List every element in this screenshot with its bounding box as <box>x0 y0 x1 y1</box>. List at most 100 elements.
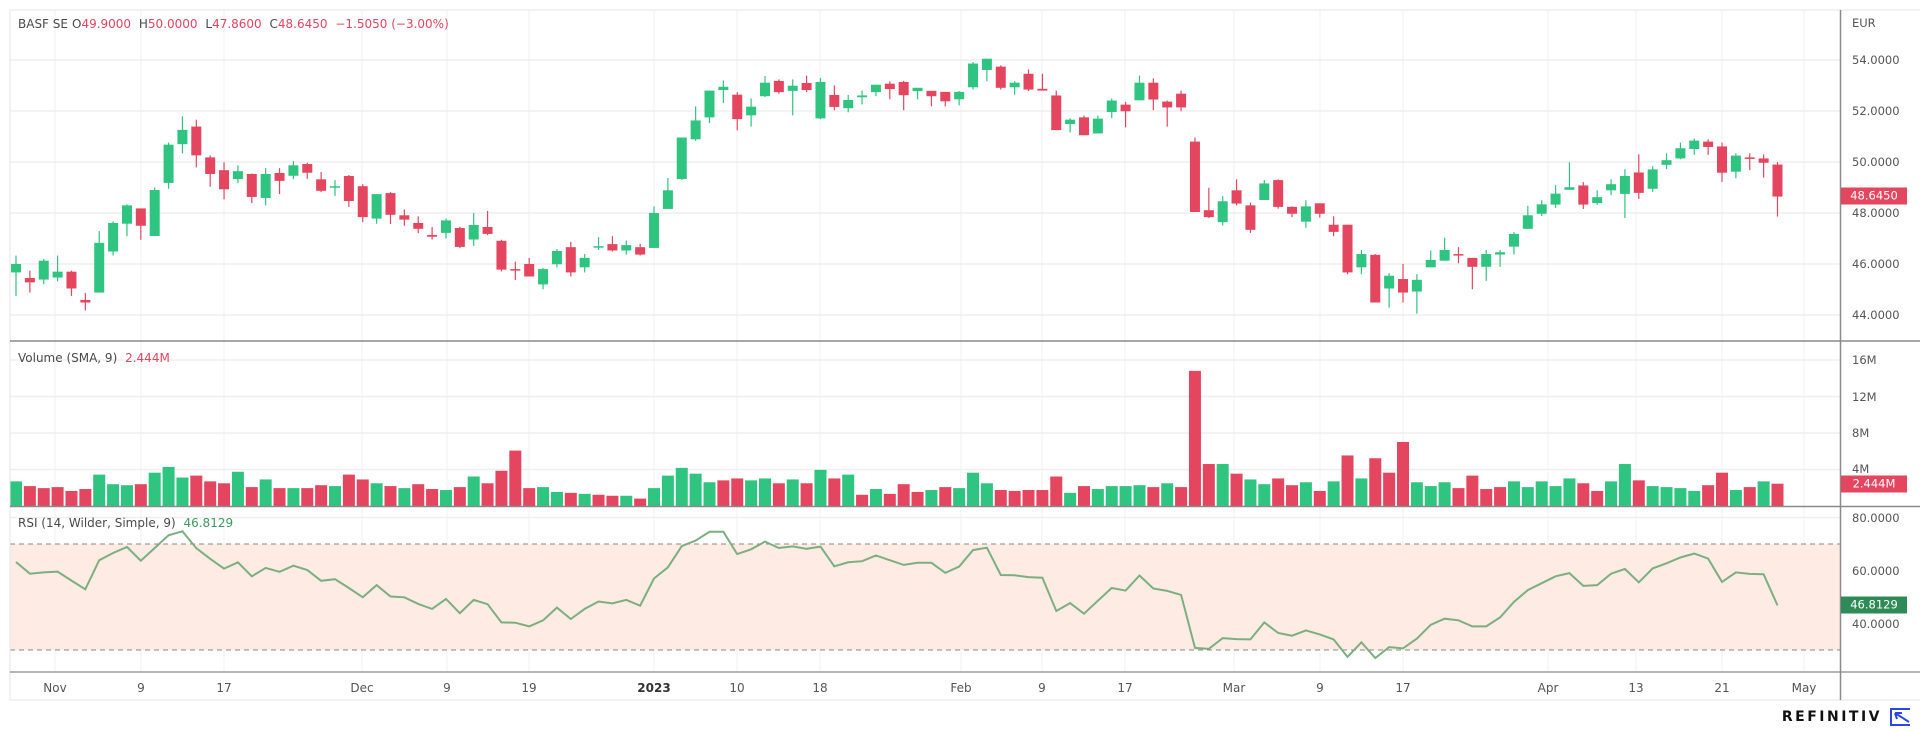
candle-body <box>551 250 562 265</box>
time-tick: Nov <box>43 681 67 695</box>
candle-body <box>1162 101 1173 108</box>
candle-body <box>316 179 327 191</box>
volume-label: Volume (SMA, 9) <box>18 351 118 365</box>
volume-bar <box>911 491 924 506</box>
volume-bar <box>287 488 300 506</box>
candle-body <box>1495 252 1506 255</box>
low-label: L <box>205 17 213 31</box>
volume-bar <box>342 474 355 506</box>
candle-body <box>1758 158 1769 163</box>
price-tick: 52.0000 <box>1852 104 1900 118</box>
candle-body <box>1606 184 1617 191</box>
candle-body <box>676 137 687 180</box>
time-tick: 2023 <box>637 681 671 695</box>
volume-bar <box>1036 490 1049 506</box>
volume-bar <box>1133 485 1146 506</box>
candle-body <box>149 190 160 236</box>
volume-bar <box>578 493 591 506</box>
volume-bar <box>439 490 452 506</box>
refinitiv-mark-icon <box>1890 708 1910 726</box>
time-tick: 9 <box>443 681 451 695</box>
candle-body <box>1231 190 1242 204</box>
candle-body <box>759 82 770 97</box>
open-label: O <box>71 17 82 31</box>
volume-bar <box>564 492 577 506</box>
candle-body <box>232 171 243 180</box>
candle-body <box>468 224 479 240</box>
volume-bar <box>356 479 369 506</box>
volume-bar <box>1605 481 1618 506</box>
volume-bar <box>1341 455 1354 506</box>
candle-body <box>1717 146 1728 173</box>
candle-body <box>746 106 757 116</box>
volume-bar <box>1050 476 1063 506</box>
rsi-value: 46.8129 <box>183 516 234 530</box>
volume-bar <box>134 484 147 506</box>
volume-bar <box>495 470 508 506</box>
volume-bar <box>661 475 674 506</box>
volume-tick: 4M <box>1852 462 1870 476</box>
price-tick: 46.0000 <box>1852 257 1900 271</box>
candle-body <box>1703 141 1714 147</box>
volume-bar <box>1591 490 1604 506</box>
volume-bar <box>1355 478 1368 506</box>
volume-bar <box>1674 488 1687 506</box>
candle-body <box>108 222 119 252</box>
volume-bar <box>828 478 841 506</box>
candle-body <box>357 186 368 218</box>
candle-body <box>649 213 660 248</box>
volume-bar <box>1716 472 1729 506</box>
rsi-label: RSI (14, Wilder, Simple, 9) <box>18 516 176 530</box>
volume-bar <box>1535 481 1548 506</box>
volume-bar <box>453 487 466 506</box>
candle-body <box>1342 224 1353 273</box>
volume-legend: Volume (SMA, 9) 2.444M <box>18 351 174 365</box>
volume-bar <box>1702 485 1715 506</box>
volume-bar <box>648 488 661 506</box>
volume-bar <box>772 483 785 506</box>
volume-tick: 8M <box>1852 426 1870 440</box>
volume-bar <box>398 488 411 506</box>
candle-body <box>1189 141 1200 212</box>
candle-body <box>1134 82 1145 101</box>
rsi-badge: 46.8129 <box>1841 596 1907 614</box>
time-tick: 17 <box>1117 681 1133 695</box>
change-value: −1.5050 (−3.00%) <box>335 17 449 31</box>
volume-bar <box>1091 489 1104 506</box>
volume-bar <box>315 485 328 506</box>
volume-tick: 12M <box>1852 390 1877 404</box>
volume-bar <box>1771 483 1784 506</box>
volume-bar <box>1077 486 1090 506</box>
candle-body <box>1370 254 1381 303</box>
refinitiv-logo: REFINITIV <box>1782 708 1910 726</box>
volume-bar <box>1397 441 1409 506</box>
volume-bar <box>1327 481 1340 506</box>
candle-body <box>607 244 618 251</box>
candle-body <box>815 81 826 119</box>
candle-body <box>1647 169 1658 189</box>
candle-body <box>1730 155 1741 172</box>
candle-body <box>440 220 451 233</box>
time-tick: 13 <box>1628 681 1644 695</box>
candle-body <box>1411 279 1422 292</box>
rsi-tick: 80.0000 <box>1852 511 1900 525</box>
candle-body <box>565 247 576 273</box>
candle-body <box>177 129 188 145</box>
volume-bar <box>606 495 619 506</box>
price-tick: 48.0000 <box>1852 206 1900 220</box>
candle-body <box>538 269 549 285</box>
volume-bar <box>1632 480 1645 506</box>
candle-body <box>1023 73 1034 90</box>
candle-body <box>482 227 493 234</box>
volume-bar <box>745 480 758 506</box>
last-price-badge: 48.6450 <box>1841 187 1907 205</box>
candle-body <box>912 87 923 92</box>
candle-body <box>1425 259 1436 268</box>
candle-body <box>1522 215 1533 229</box>
volume-bar <box>1660 487 1673 506</box>
volume-value: 2.444M <box>125 351 170 365</box>
open-value: 49.9000 <box>81 17 132 31</box>
volume-bar <box>869 489 882 506</box>
candle-body <box>1259 183 1270 200</box>
